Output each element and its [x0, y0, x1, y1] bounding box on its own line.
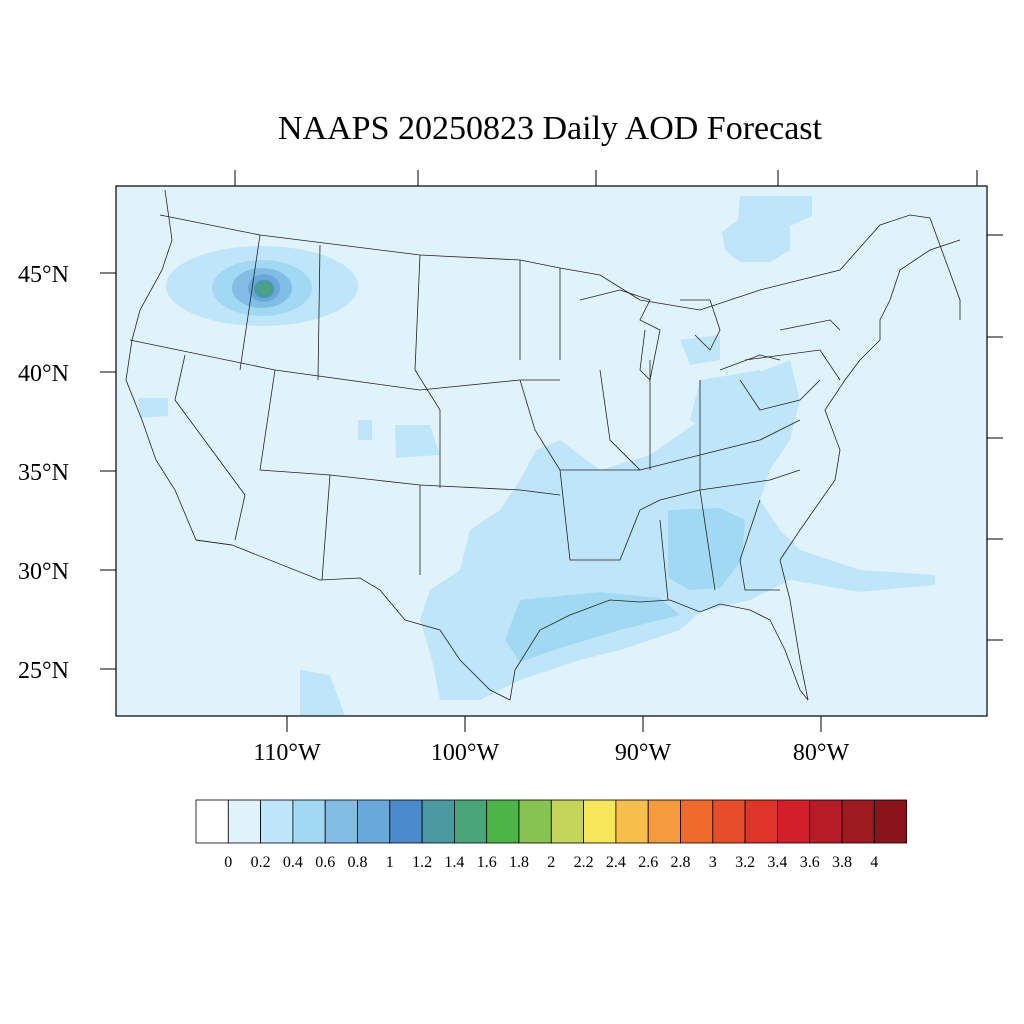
lat-label-25: 25°N	[18, 658, 69, 684]
colorbar-tick-label: 3.2	[735, 854, 755, 871]
colorbar-tick-label: 1.6	[477, 854, 497, 871]
map-frame	[115, 185, 988, 717]
colorbar-tick-label: 1.8	[509, 854, 529, 871]
colorbar-swatch	[518, 799, 552, 844]
colorbar-tick-label: 0.4	[283, 854, 303, 871]
colorbar-tick-label: 2.2	[574, 854, 594, 871]
lon-label-110: 110°W	[253, 740, 321, 766]
colorbar-swatch	[357, 799, 391, 844]
aod-gulf-band	[505, 592, 680, 662]
colorbar-swatch	[744, 799, 778, 844]
colorbar-swatch	[777, 799, 811, 844]
colorbar	[195, 799, 907, 844]
colorbar-swatch	[712, 799, 746, 844]
colorbar-swatch	[873, 799, 907, 844]
aod-georgia-region	[668, 508, 745, 590]
aod-utah-region	[358, 420, 372, 440]
colorbar-tick-label: 3.4	[767, 854, 787, 871]
boundaries	[125, 189, 961, 701]
colorbar-tick-label: 3.8	[832, 854, 852, 871]
colorbar-swatch	[453, 799, 488, 844]
colorbar-tick-label: 0.8	[348, 854, 368, 871]
colorbar-swatch	[486, 799, 520, 844]
colorbar-tick-label: 3.6	[800, 854, 820, 871]
west-coast	[125, 189, 233, 546]
colorbar-swatch	[841, 799, 875, 844]
aod-canada-region	[722, 196, 812, 262]
colorbar-swatch	[227, 799, 262, 844]
colorbar-swatch	[680, 799, 714, 844]
us-mexico-border	[195, 539, 511, 701]
us-canada-border	[159, 214, 961, 320]
aod-colorado-region	[395, 425, 440, 458]
lat-label-45: 45°N	[18, 262, 69, 288]
lat-label-35: 35°N	[18, 460, 69, 486]
colorbar-tick-label: 0.2	[251, 854, 271, 871]
great-lakes	[579, 289, 841, 381]
colorbar-swatch	[647, 799, 681, 844]
lon-label-90: 90°W	[615, 740, 672, 766]
map-ticks	[100, 170, 1003, 732]
map-title: NAAPS 20250823 Daily AOD Forecast	[278, 110, 822, 147]
colorbar-swatch	[809, 799, 843, 844]
colorbar-tick-label: 2.6	[638, 854, 658, 871]
colorbar-swatch	[324, 799, 358, 844]
colorbar-swatch	[389, 799, 423, 844]
aod-california-region	[138, 398, 168, 418]
aod-plume-max	[260, 284, 270, 294]
colorbar-tick-label: 2	[547, 854, 555, 871]
colorbar-tick-label: 2.4	[606, 854, 626, 871]
colorbar-labels: 0 0.2 0.4 0.6 0.8 1 1.2 1.4 1.6 1.8 2 2.2 2.4 2.6 2.8 3…	[224, 854, 878, 871]
colorbar-tick-label: 1.2	[412, 854, 432, 871]
colorbar-swatch	[421, 799, 455, 844]
colorbar-swatch	[615, 799, 649, 844]
aod-ohio-region	[690, 370, 780, 440]
colorbar-swatch	[583, 799, 617, 844]
colorbar-swatch	[260, 799, 294, 844]
lat-label-30: 30°N	[18, 559, 69, 585]
colorbar-tick-label: 3	[709, 854, 717, 871]
gulf-coast	[509, 599, 809, 701]
colorbar-tick-label: 0	[224, 854, 232, 871]
lat-label-40: 40°N	[18, 361, 69, 387]
colorbar-swatch	[550, 799, 584, 844]
colorbar-swatch	[195, 799, 229, 844]
state-lines	[129, 234, 841, 601]
lon-label-80: 80°W	[793, 740, 850, 766]
aod-lakes-region	[680, 335, 720, 365]
aod-field	[138, 196, 935, 716]
colorbar-swatch	[292, 799, 326, 844]
colorbar-tick-label: 1	[386, 854, 394, 871]
colorbar-tick-label: 2.8	[671, 854, 691, 871]
aod-mexico-region	[300, 670, 345, 716]
lon-label-100: 100°W	[431, 740, 500, 766]
colorbar-tick-label: 4	[870, 854, 878, 871]
colorbar-tick-label: 0.6	[315, 854, 335, 871]
east-coast	[779, 239, 961, 701]
colorbar-tick-label: 1.4	[444, 854, 464, 871]
